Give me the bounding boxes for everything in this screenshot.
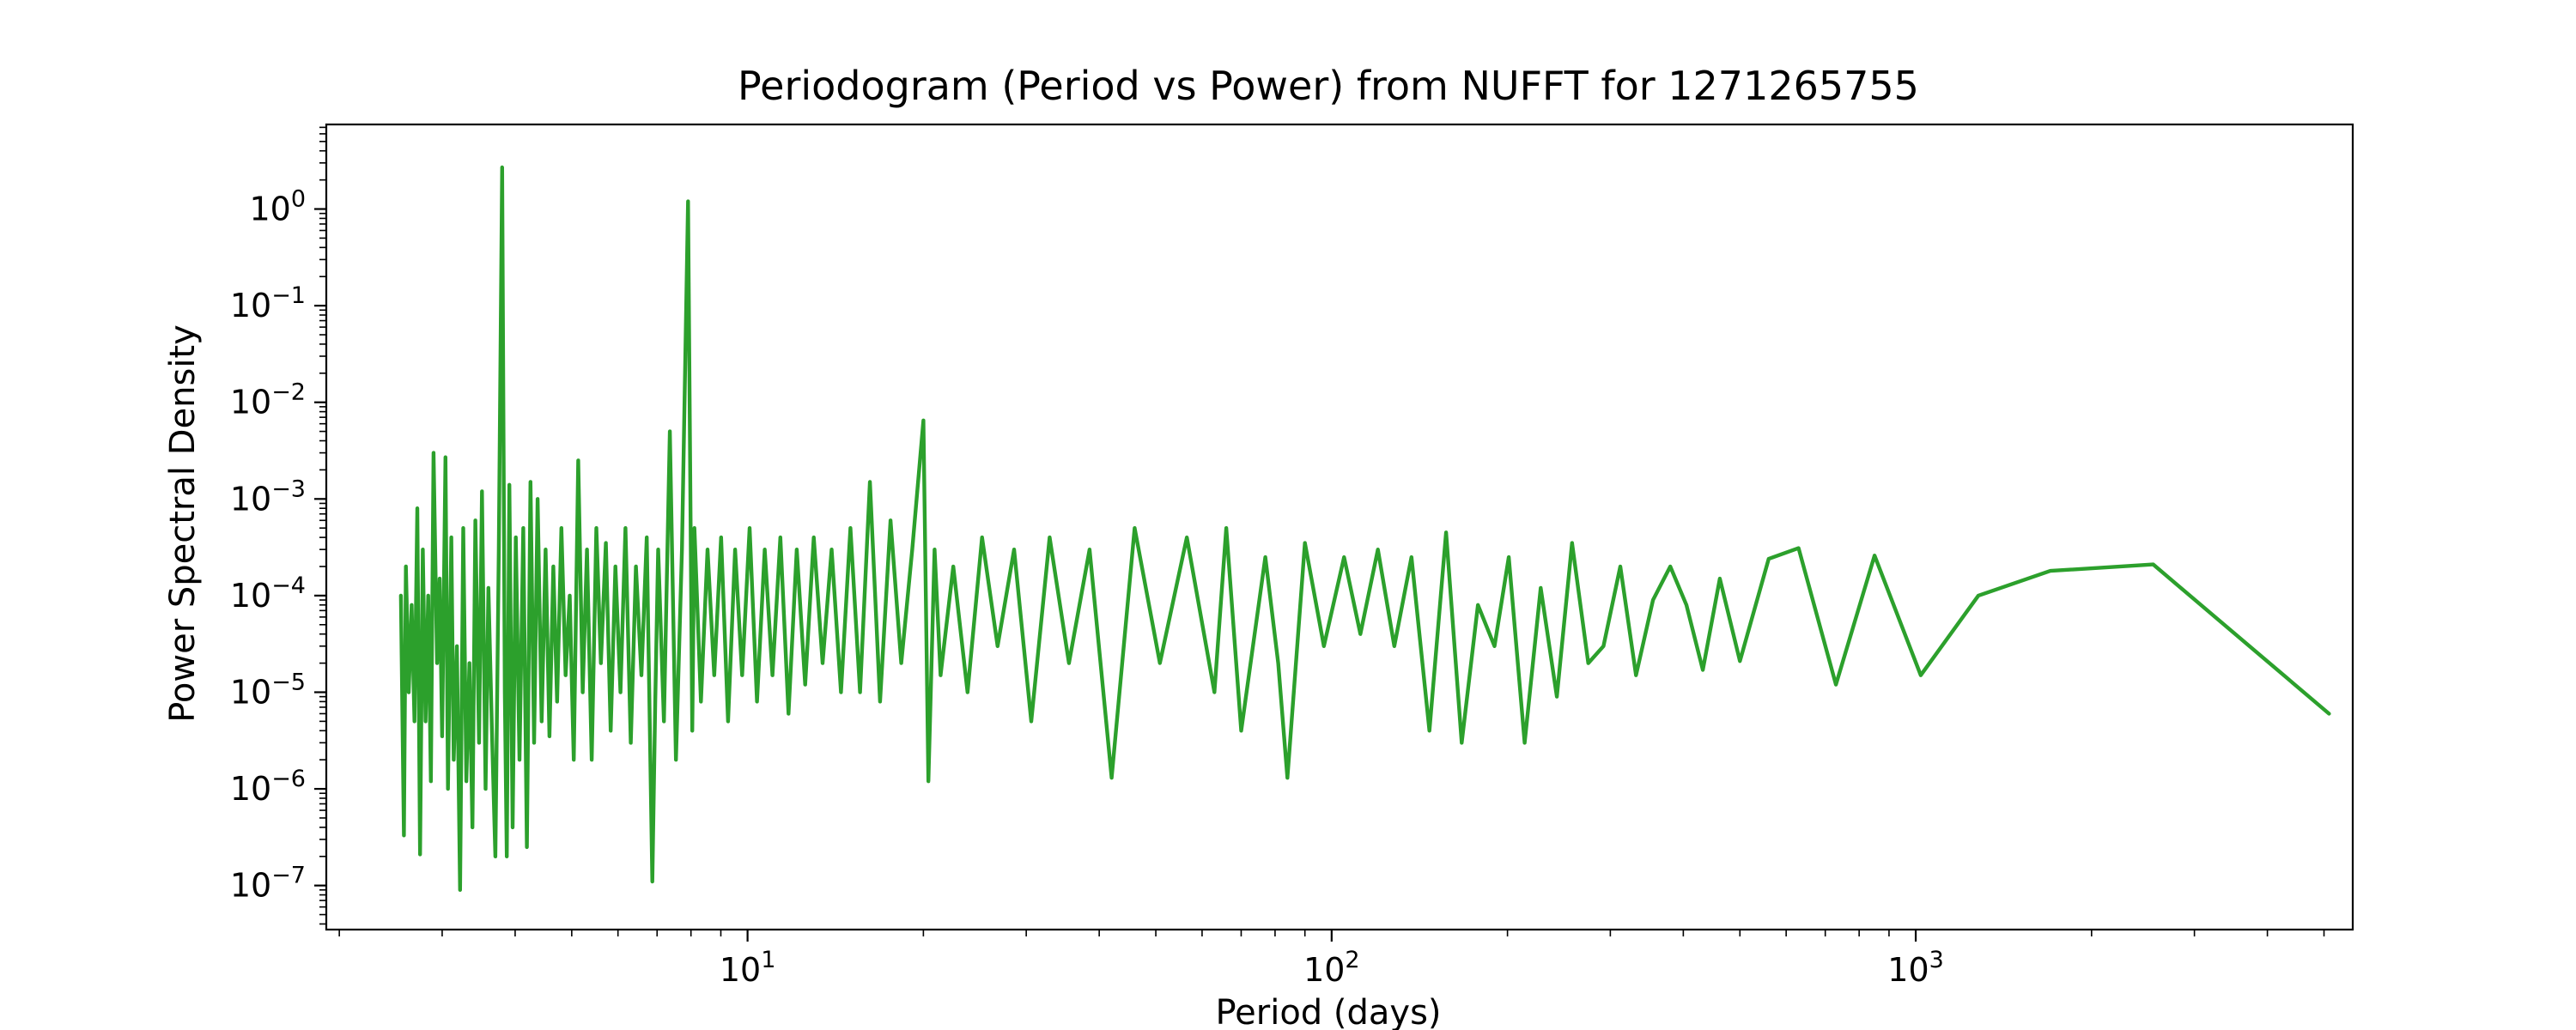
y-tick-label: 100: [249, 186, 306, 228]
x-tick-label: 102: [1303, 947, 1360, 989]
x-tick-label: 103: [1887, 947, 1944, 989]
y-axis: 100 10−1 10−2 10−3 10−4 10−5 10−6 10−7: [230, 126, 326, 925]
chart-title: Periodogram (Period vs Power) from NUFFT…: [738, 63, 1919, 109]
x-axis: 101 102 103: [338, 930, 2325, 989]
y-axis-label: Power Spectral Density: [163, 324, 203, 723]
x-axis-label: Period (days): [1215, 993, 1441, 1030]
x-tick-label: 101: [720, 947, 776, 989]
plot-frame: [325, 123, 2354, 931]
y-tick-label: 10−2: [230, 379, 306, 421]
y-tick-label: 10−3: [230, 476, 306, 518]
y-tick-label: 10−5: [230, 669, 306, 711]
y-tick-label: 10−4: [230, 573, 306, 615]
y-tick-label: 10−1: [230, 282, 306, 324]
y-tick-label: 10−6: [230, 766, 306, 808]
series-line: [398, 165, 2331, 892]
y-tick-label: 10−7: [230, 863, 306, 905]
plot-area: [325, 123, 2354, 931]
